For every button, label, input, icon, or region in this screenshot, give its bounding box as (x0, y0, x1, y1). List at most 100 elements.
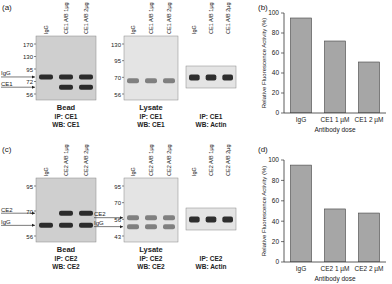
lane-label: IgG (130, 25, 136, 34)
y-tick (281, 200, 284, 201)
marker-tick (122, 202, 124, 203)
marker-label: 170 (23, 42, 34, 48)
arrow-head (32, 86, 35, 89)
y-tick-label: 40 (272, 218, 280, 225)
arrow (94, 226, 123, 227)
y-axis (284, 160, 285, 262)
x-axis-label: Antibody dose (314, 126, 356, 134)
bars (290, 18, 379, 113)
marker-tick (122, 94, 124, 95)
blot-caption: WB: CE2 (137, 263, 165, 270)
blot-caption: WB: CE1 (52, 121, 80, 128)
lane-label: IgG (191, 167, 197, 176)
bar-chart: 020406080100IgGCE2 1 µMCE2 2 µMAntibody … (261, 156, 386, 283)
y-tick-label: 60 (272, 49, 280, 56)
lane-label: IgG (43, 167, 49, 176)
y-tick-label: 0 (275, 109, 279, 116)
marker-label: 130 (23, 54, 34, 60)
blot (36, 178, 96, 242)
arrow-head (32, 75, 35, 78)
band (145, 224, 157, 229)
blot-caption: WB: CE1 (137, 121, 165, 128)
blot-caption: IP: CE2 (200, 255, 223, 262)
blot (186, 208, 236, 230)
y-tick (281, 53, 284, 54)
y-tick-label: 80 (272, 29, 280, 36)
band (163, 215, 175, 220)
arrow (94, 217, 123, 218)
lane-label: CE2 A/B 2µg (83, 144, 89, 176)
blot-caption: IP: CE2 (140, 255, 163, 262)
band (145, 215, 157, 220)
band (222, 217, 233, 223)
band (59, 211, 73, 216)
marker-tick (34, 56, 36, 57)
blot-caption: IP: CE1 (140, 113, 163, 120)
marker-label: 43 (114, 234, 121, 240)
blot-title: Lysate (139, 245, 163, 254)
blot-caption: WB: Actin (196, 121, 227, 128)
x-tick-label: CE2 1 µM (320, 265, 349, 273)
blot (186, 66, 236, 88)
blot-caption: IP: CE2 (55, 255, 78, 262)
band (79, 223, 93, 228)
lane-label: CE2 A/B 2µg (166, 144, 172, 176)
marker-tick (122, 236, 124, 237)
lane-label: CE2 A/B 1µg (148, 144, 154, 176)
y-tick-label: 60 (272, 197, 280, 204)
marker-label: 130 (111, 42, 122, 48)
band (189, 75, 200, 81)
band (39, 223, 53, 228)
band-label: CE2 (1, 207, 13, 213)
y-tick (281, 13, 284, 14)
arrow (1, 213, 35, 214)
y-tick-label: 100 (268, 156, 279, 163)
band (59, 223, 73, 228)
arrow (1, 76, 35, 77)
y-tick (281, 180, 284, 181)
blot-membrane (186, 66, 236, 88)
y-tick-label: 80 (272, 177, 280, 184)
band (59, 85, 73, 90)
band-label: IgG (1, 219, 11, 225)
lane-label: CE2 A/B 1µg (208, 144, 214, 176)
figure: (a)(b)(c)(d)IgGCE1 A/B 1µgCE1 A/B 2µg170… (0, 0, 392, 284)
y-axis-label: Relative Fluorescence Activity (%) (261, 18, 267, 109)
bar (290, 165, 311, 262)
arrow-head (120, 225, 123, 228)
panel-label: (d) (258, 145, 268, 154)
y-tick (281, 221, 284, 222)
marker-label: 72 (26, 79, 33, 85)
marker-tick (122, 219, 124, 220)
band (59, 74, 73, 79)
blot-membrane (124, 178, 178, 242)
arrow (1, 225, 35, 226)
y-tick-label: 0 (275, 258, 279, 265)
marker-label: 56 (26, 234, 33, 240)
band (163, 78, 175, 83)
blot (124, 178, 178, 242)
marker-tick (34, 236, 36, 237)
arrow-head (120, 216, 123, 219)
blot-caption: WB: CE2 (52, 263, 80, 270)
x-tick-label: CE1 1 µM (320, 116, 349, 124)
blot-title: Bead (57, 103, 76, 112)
lane-label: CE1 A/B 2µg (166, 2, 172, 34)
lane-label: CE2 A/B 1µg (63, 144, 69, 176)
panel-label: (c) (2, 145, 12, 154)
blot (124, 36, 178, 100)
band-label: IgG (1, 70, 11, 76)
bar (324, 209, 345, 262)
x-tick-label: IgG (296, 265, 306, 273)
band (39, 74, 53, 79)
arrow (1, 87, 35, 88)
x-axis-label: Antibody dose (314, 275, 356, 283)
lane-label: CE1 A/B 2µg (83, 2, 89, 34)
y-tick-label: 20 (272, 238, 280, 245)
bar-chart: 020406080100IgGCE1 1 µMCE1 2 µMAntibody … (261, 9, 386, 134)
band-label: IgG (94, 220, 104, 226)
marker-tick (34, 186, 36, 187)
lane-label: CE1 A/B 2µg (225, 2, 231, 34)
blot-caption: IP: CE1 (55, 113, 78, 120)
marker-label: 95 (114, 184, 121, 190)
